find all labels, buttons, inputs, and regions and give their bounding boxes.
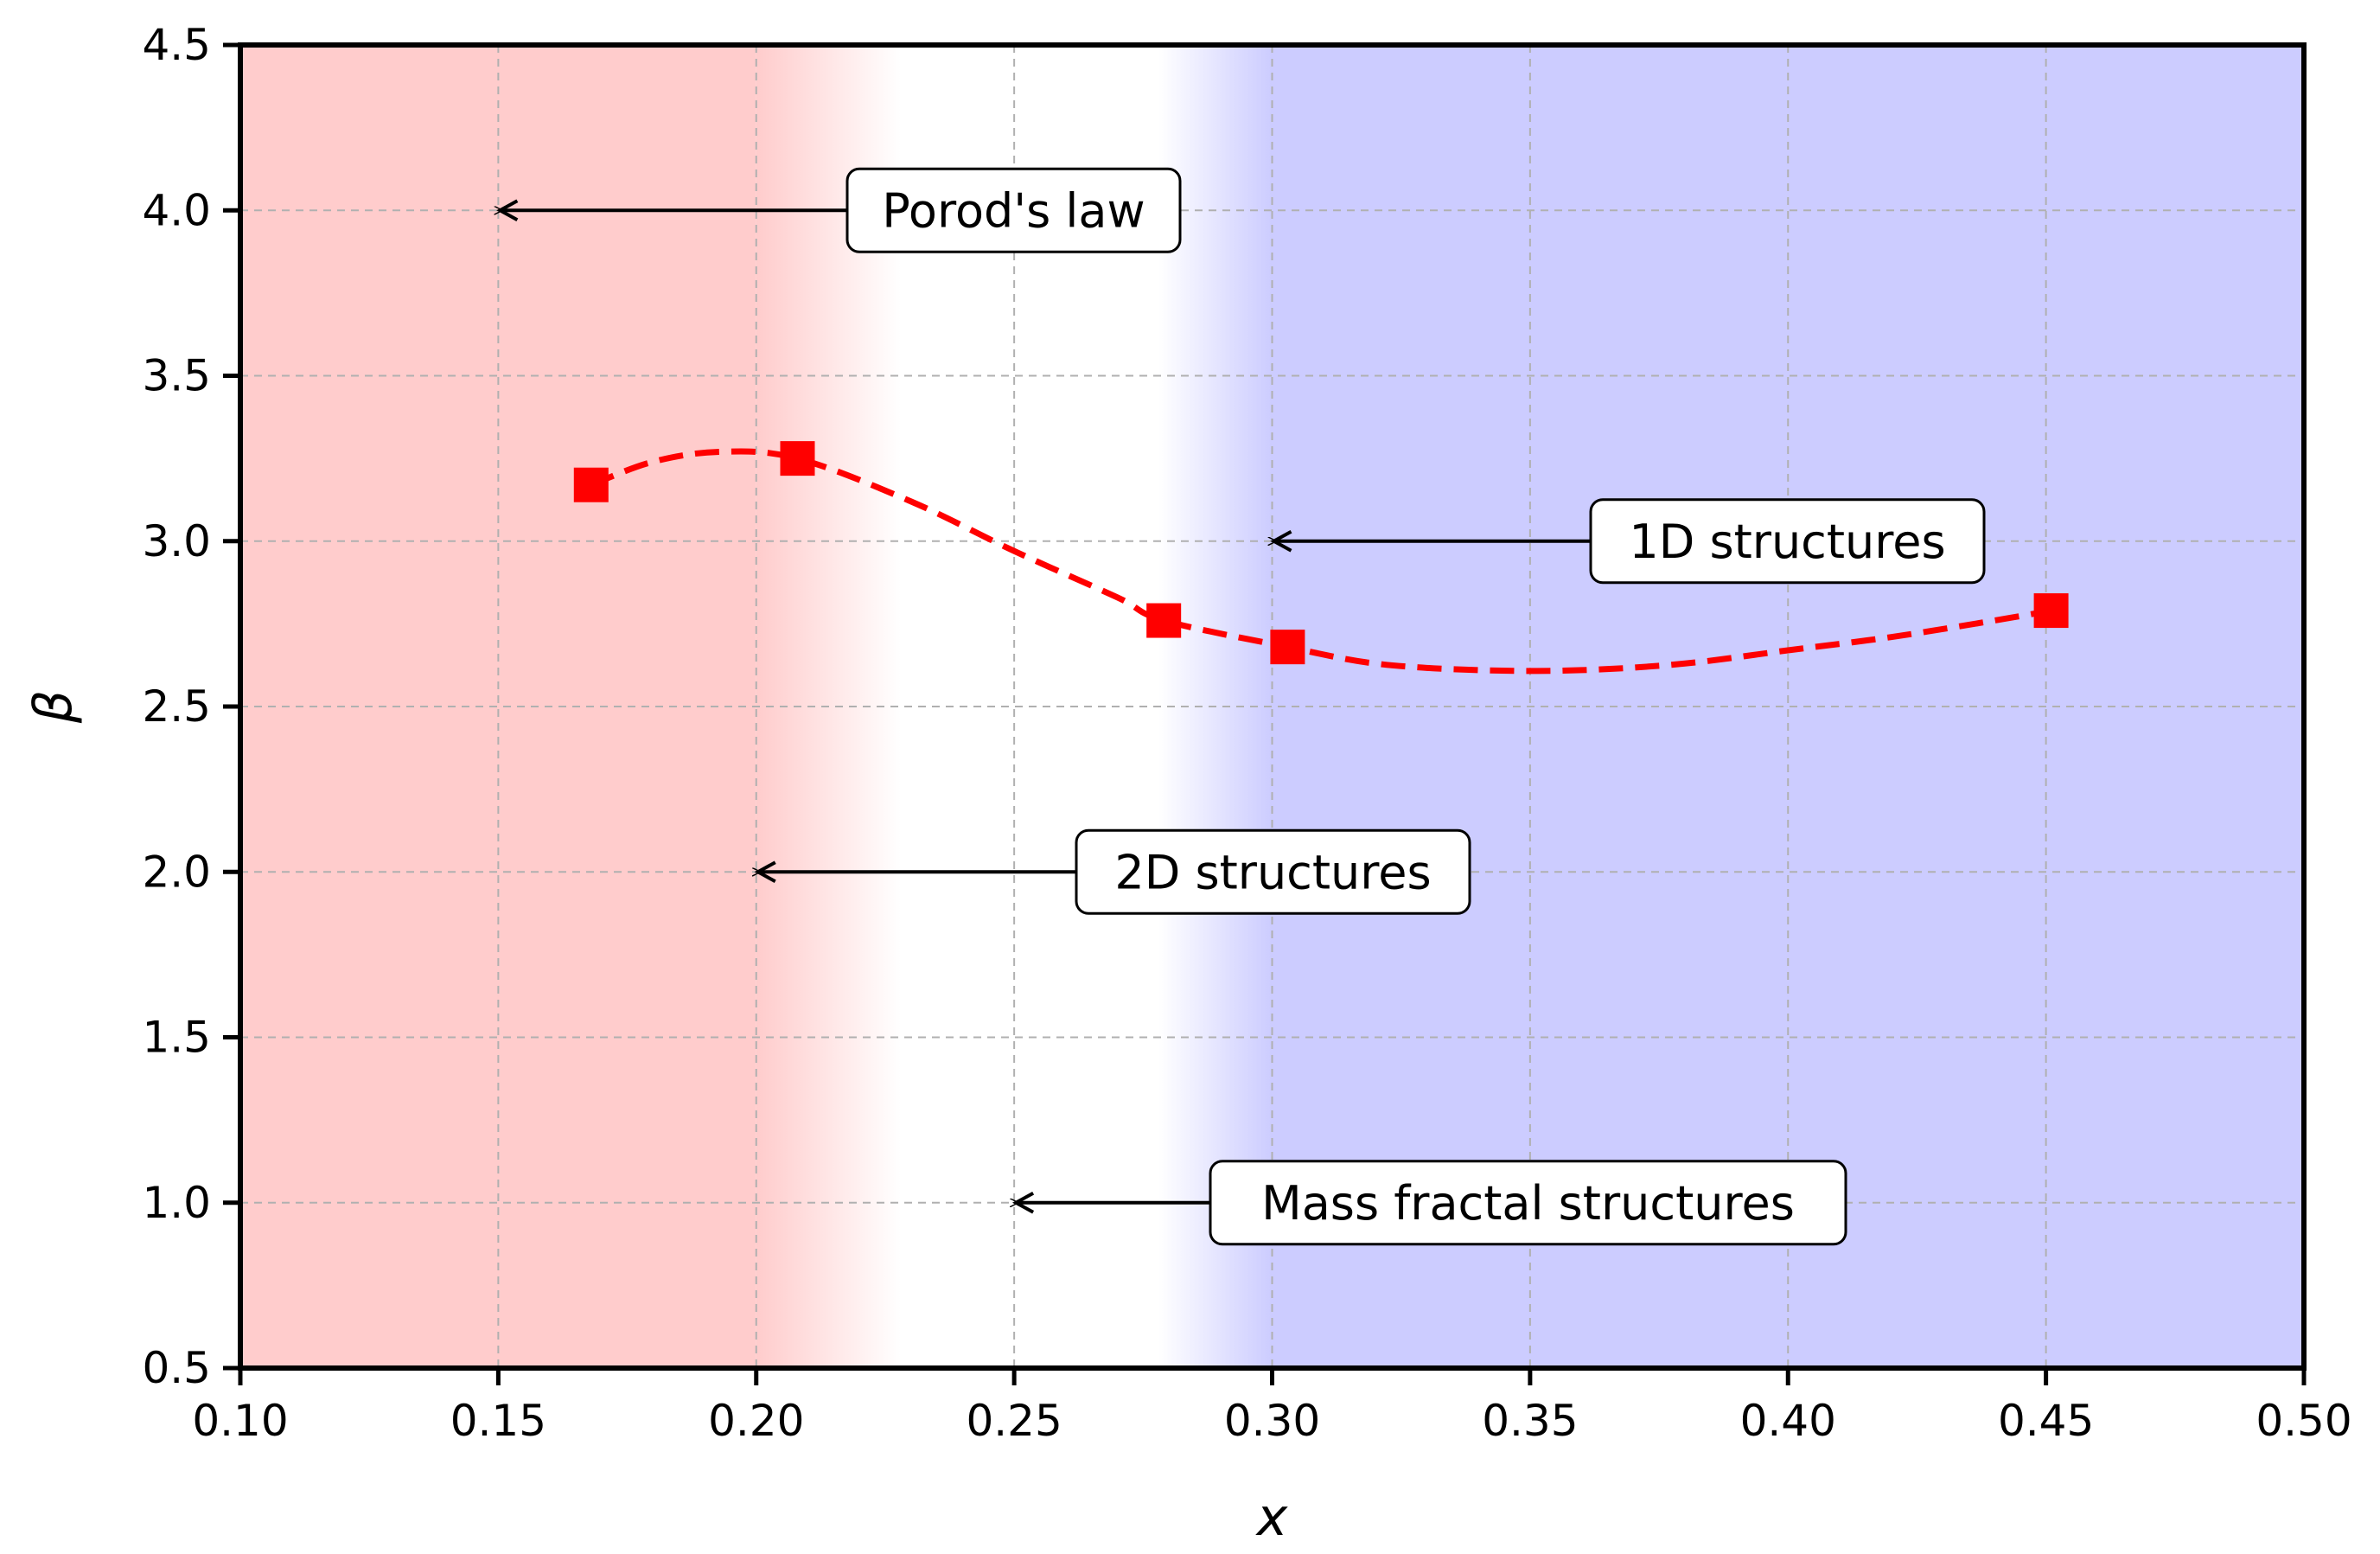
y-tick-label: 1.0 — [142, 1178, 211, 1228]
x-tick-label: 0.45 — [1998, 1396, 2094, 1446]
annotation-box — [1075, 828, 1471, 915]
annotation-label: 1D structures — [1629, 515, 1945, 569]
annotation-label: Porod's law — [882, 183, 1145, 238]
x-tick-label: 0.35 — [1482, 1396, 1578, 1446]
y-axis-title: β — [23, 690, 84, 724]
annotation-box — [1589, 498, 1986, 585]
annotation-box — [1209, 1160, 1847, 1246]
data-point-marker — [780, 441, 815, 476]
data-point-marker — [2033, 593, 2069, 629]
y-tick-label: 3.0 — [142, 516, 211, 566]
annotation-box — [845, 167, 1182, 253]
y-tick-label: 0.5 — [142, 1343, 211, 1393]
x-tick-label: 0.40 — [1740, 1396, 1836, 1446]
x-tick-label: 0.20 — [708, 1396, 804, 1446]
x-axis-title: x — [1255, 1487, 1288, 1548]
annotation-arrowhead — [496, 199, 519, 222]
x-tick-label: 0.30 — [1224, 1396, 1320, 1446]
y-tick-label: 1.5 — [142, 1013, 211, 1063]
x-tick-label: 0.10 — [192, 1396, 288, 1446]
y-tick-label: 3.5 — [142, 351, 211, 401]
annotation-label: 2D structures — [1114, 845, 1431, 899]
data-point-marker — [573, 467, 609, 502]
y-tick-label: 4.0 — [142, 185, 211, 235]
annotation-label: Mass fractal structures — [1261, 1176, 1795, 1231]
y-tick-label: 2.0 — [142, 847, 211, 897]
annotation-arrowhead — [1011, 1191, 1035, 1214]
annotation-arrowhead — [754, 860, 776, 884]
x-tick-label: 0.25 — [966, 1396, 1062, 1446]
annotation-arrowhead — [1270, 529, 1292, 553]
y-tick-label: 4.5 — [142, 20, 211, 70]
data-point-marker — [1270, 630, 1305, 665]
data-point-marker — [1146, 603, 1182, 638]
x-tick-label: 0.50 — [2256, 1396, 2351, 1446]
data-points — [573, 441, 2069, 665]
ticks: 0.10 0.15 0.20 0.25 0.30 0.35 0.40 0.45 0.50 0.5 1… — [142, 20, 2351, 1446]
background-regions — [240, 45, 2304, 1368]
y-tick-label: 2.5 — [142, 681, 211, 732]
x-tick-label: 0.15 — [450, 1396, 546, 1446]
annotations: Porod's law 1D structures 2D structures Mas… — [496, 167, 1986, 1246]
